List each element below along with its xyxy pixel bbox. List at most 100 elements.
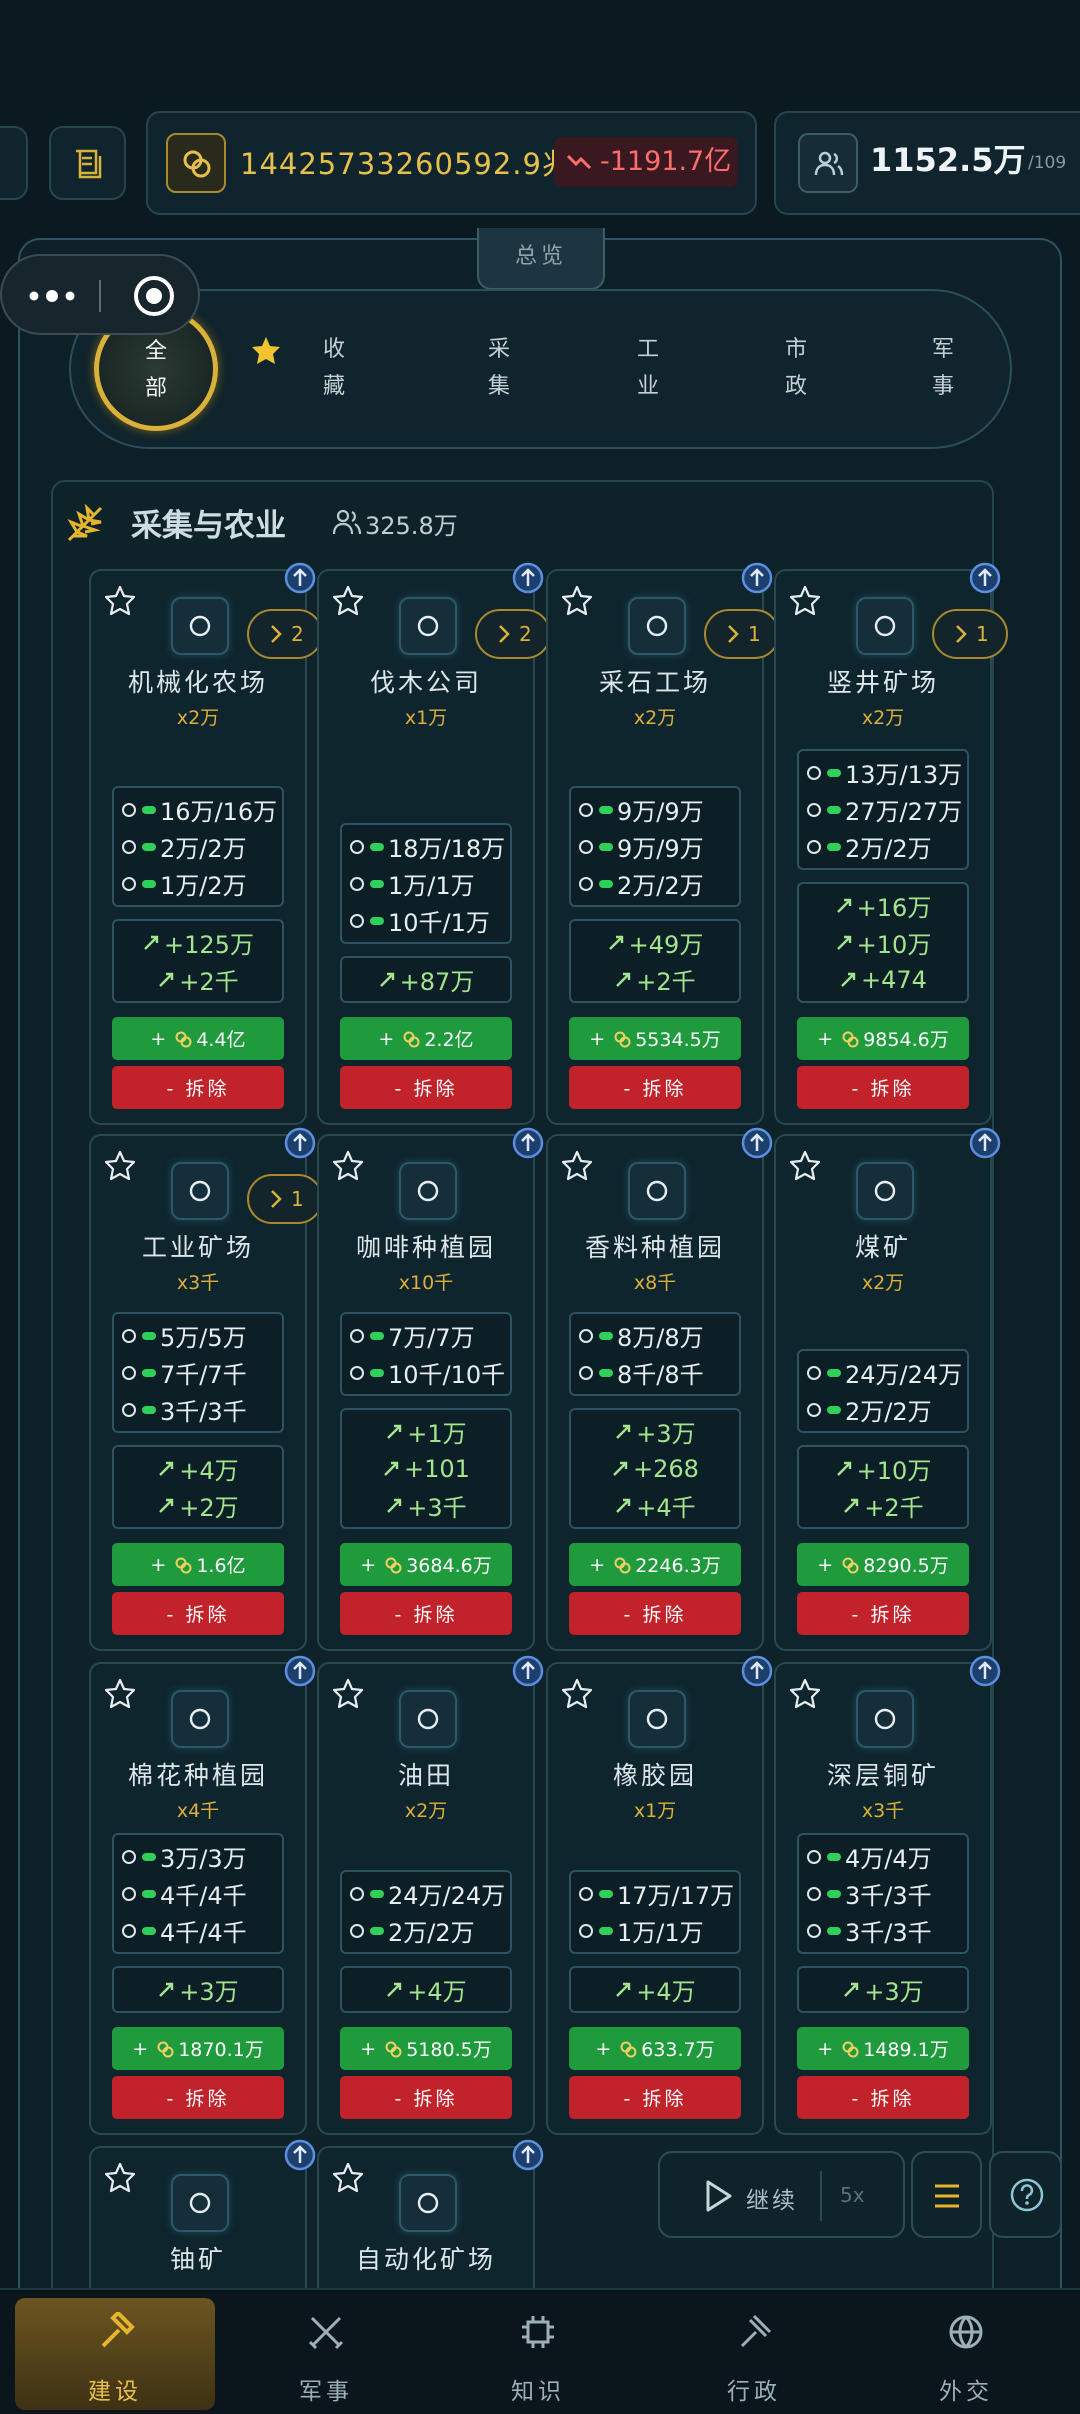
building-card[interactable]: 棉花种植园 x4千 3万/3万 4千/4千 4千/4千 +3万 +1870.1万 - 拆除 [89, 1655, 316, 2135]
demolish-button[interactable]: - 拆除 [797, 2076, 969, 2119]
building-card[interactable]: 自动化矿场 [317, 2139, 544, 2288]
build-button[interactable]: +8290.5万 [797, 1543, 969, 1586]
coin-icon [175, 1557, 192, 1573]
input-value: 1万/2万 [160, 872, 247, 900]
nav-tab[interactable]: 知识 [438, 2290, 638, 2414]
nav-label[interactable]: 知识 [511, 2379, 565, 2405]
level-badge[interactable]: 2 [247, 609, 323, 659]
resource-icon [616, 1498, 631, 1513]
play-control[interactable]: 继续 5x [658, 2151, 905, 2238]
building-card[interactable]: 橡胶园 x1万 17万/17万 1万/1万 +4万 +633.7万 - 拆除 [546, 1655, 773, 2135]
output-value: +3万 [179, 1978, 239, 2006]
list-button[interactable] [911, 2151, 982, 2238]
input-value: 3万/3万 [160, 1845, 247, 1873]
demolish-button[interactable]: - 拆除 [112, 1592, 284, 1635]
demolish-button[interactable]: - 拆除 [112, 2076, 284, 2119]
favorite-star [562, 585, 593, 616]
demolish-button[interactable]: - 拆除 [569, 2076, 741, 2119]
building-count: x4千 [176, 1800, 220, 1822]
level-badge[interactable]: 2 [475, 609, 551, 659]
filter-tab[interactable]: 采集 [487, 337, 510, 399]
help-button[interactable] [989, 2151, 1062, 2238]
building-card[interactable]: 油田 x2万 24万/24万 2万/2万 +4万 +5180.5万 - 拆除 [317, 1655, 544, 2135]
build-button[interactable]: +5534.5万 [569, 1017, 741, 1060]
demolish-button[interactable]: - 拆除 [340, 1592, 512, 1635]
filter-tab[interactable]: 工业 [636, 337, 659, 399]
building-card[interactable]: 竖井矿场 x2万 1 13万/13万 27万/27万 2万/2万 +16万 +10万 +474 +… [774, 562, 1008, 1125]
build-button[interactable]: +1.6亿 [112, 1543, 284, 1586]
input-value: 10千/10千 [388, 1361, 506, 1389]
input-value: 17万/17万 [617, 1882, 735, 1910]
building-card[interactable]: 铀矿 [89, 2139, 316, 2288]
filter-tab[interactable]: 全部 [144, 339, 167, 401]
building-card[interactable]: 深层铜矿 x3千 4万/4万 3千/3千 3千/3千 +3万 +1489.1万 - 拆除 [774, 1655, 1001, 2135]
building-card[interactable]: 机械化农场 x2万 2 16万/16万 2万/2万 1万/2万 +125万 +2千 +4.4亿 -… [89, 562, 323, 1125]
build-button[interactable]: +2.2亿 [340, 1017, 512, 1060]
book-button[interactable] [49, 126, 126, 200]
build-button[interactable]: +1870.1万 [112, 2027, 284, 2070]
nav-tab[interactable]: 建设 [15, 2298, 215, 2410]
demolish-button[interactable]: - 拆除 [569, 1066, 741, 1109]
build-button[interactable]: +1489.1万 [797, 2027, 969, 2070]
filter-tab[interactable]: 收藏 [322, 337, 345, 399]
demolish-button[interactable]: - 拆除 [112, 1066, 284, 1109]
icon-glyph [646, 1180, 668, 1202]
build-button[interactable]: +2246.3万 [569, 1543, 741, 1586]
clipped-button[interactable] [0, 126, 28, 200]
demolish-button[interactable]: - 拆除 [569, 1592, 741, 1635]
filter-tab[interactable]: 军事 [931, 337, 954, 399]
demolish-button[interactable]: - 拆除 [340, 2076, 512, 2119]
filter-tab[interactable]: 市政 [784, 337, 807, 399]
build-button[interactable]: +9854.6万 [797, 1017, 969, 1060]
build-button[interactable]: +633.7万 [569, 2027, 741, 2070]
demolish-button[interactable]: - 拆除 [797, 1066, 969, 1109]
building-card[interactable]: 香料种植园 x8千 8万/8万 8千/8千 +3万 +268 +4千 +2246.3万 - 拆除 [546, 1127, 773, 1651]
output-list: +16万 +10万 +474 [797, 882, 969, 1003]
building-card[interactable]: 咖啡种植园 x10千 7万/7万 10千/10千 +1万 +101 +3千 +3684.6万 -… [317, 1127, 544, 1651]
output-value: +4万 [636, 1978, 696, 2006]
status-pill [142, 805, 156, 814]
input-row: 8千/8千 [571, 1354, 739, 1391]
speed-label[interactable]: 5x [840, 2183, 865, 2207]
building-icon [171, 597, 229, 655]
mini-program-menu[interactable] [0, 254, 200, 335]
icon-glyph [874, 615, 896, 637]
building-card[interactable]: 工业矿场 x3千 1 5万/5万 7千/7千 3千/3千 +4万 +2万 +1.6亿 - 拆除 [89, 1127, 323, 1651]
nav-label[interactable]: 行政 [727, 2379, 781, 2405]
output-value: +3万 [636, 1420, 696, 1448]
status-pill [827, 1889, 841, 1898]
card-controls: 24万/24万 2万/2万 +4万 +5180.5万 - 拆除 [340, 1870, 512, 2119]
build-cost: 5534.5万 [635, 1029, 721, 1051]
nav-tab[interactable]: 外交 [866, 2290, 1066, 2414]
level-badge[interactable]: 1 [247, 1174, 323, 1224]
nav-label[interactable]: 建设 [88, 2379, 142, 2405]
upgrade-icon [512, 2139, 544, 2171]
nav-tab[interactable]: 军事 [226, 2290, 426, 2414]
resource-icon [608, 935, 623, 950]
build-cost: 2246.3万 [635, 1555, 721, 1577]
icon-glyph [417, 1180, 439, 1202]
play-label[interactable]: 继续 [746, 2188, 798, 2214]
building-card[interactable]: 伐木公司 x1万 2 18万/18万 1万/1万 10千/1万 +87万 +2.2亿 - 拆除 [317, 562, 551, 1125]
nav-label[interactable]: 外交 [939, 2379, 993, 2405]
overview-tab[interactable]: 总览 [477, 228, 605, 290]
build-button[interactable]: +3684.6万 [340, 1543, 512, 1586]
output-row: +1万 [342, 1413, 510, 1450]
build-button[interactable]: +5180.5万 [340, 2027, 512, 2070]
building-card[interactable]: 煤矿 x2万 24万/24万 2万/2万 +10万 +2千 +8290.5万 - 拆除 [774, 1127, 1001, 1651]
nav-label[interactable]: 军事 [299, 2379, 353, 2405]
build-button[interactable]: +4.4亿 [112, 1017, 284, 1060]
icon-glyph [417, 2192, 439, 2214]
resource-icon [841, 972, 856, 987]
level-badge[interactable]: 1 [932, 609, 1008, 659]
building-card[interactable]: 采石工场 x2万 1 9万/9万 9万/9万 2万/2万 +49万 +2千 +5534.5万 - … [546, 562, 780, 1125]
demolish-button[interactable]: - 拆除 [340, 1066, 512, 1109]
demolish-button[interactable]: - 拆除 [797, 1592, 969, 1635]
nav-tab[interactable]: 行政 [654, 2290, 854, 2414]
favorite-star [562, 1150, 593, 1181]
build-prefix: + [360, 1553, 377, 1576]
input-value: 4千/4千 [160, 1919, 247, 1947]
resource-icon [350, 1328, 364, 1343]
resource-icon [387, 1498, 402, 1513]
level-badge[interactable]: 1 [704, 609, 780, 659]
